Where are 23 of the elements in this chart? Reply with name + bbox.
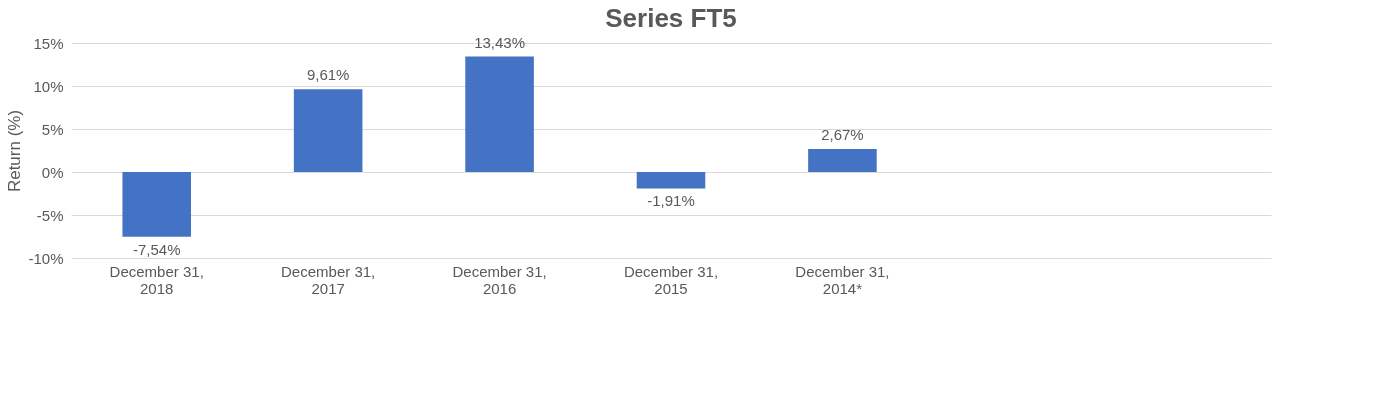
- y-tick-label: -10%: [28, 249, 64, 267]
- x-tick-label: December 31, 2016: [452, 262, 547, 297]
- bar: [808, 149, 877, 172]
- y-axis-title: Return (%): [5, 109, 25, 193]
- bar: [122, 172, 191, 237]
- data-label: 2,67%: [821, 126, 864, 144]
- bar: [465, 56, 534, 172]
- data-label: 9,61%: [306, 66, 350, 84]
- y-tick-label: 10%: [33, 77, 64, 95]
- y-tick-label: 5%: [41, 120, 64, 138]
- x-tick-label: December 31, 2018: [109, 262, 204, 297]
- chart-title: Series FT5: [605, 2, 737, 33]
- bar: [293, 89, 363, 172]
- data-label: -7,54%: [132, 240, 181, 258]
- x-tick-label: December 31, 2015: [623, 262, 719, 297]
- y-tick-label: -5%: [36, 206, 64, 224]
- x-tick-label: December 31, 2017: [281, 262, 376, 297]
- data-label: -1,91%: [647, 192, 695, 210]
- bar: [636, 172, 706, 189]
- x-tick-label: December 31, 2014*: [795, 262, 890, 297]
- data-label: 13,43%: [474, 33, 526, 51]
- y-tick-label: 15%: [33, 34, 64, 52]
- y-tick-label: 0%: [41, 163, 64, 181]
